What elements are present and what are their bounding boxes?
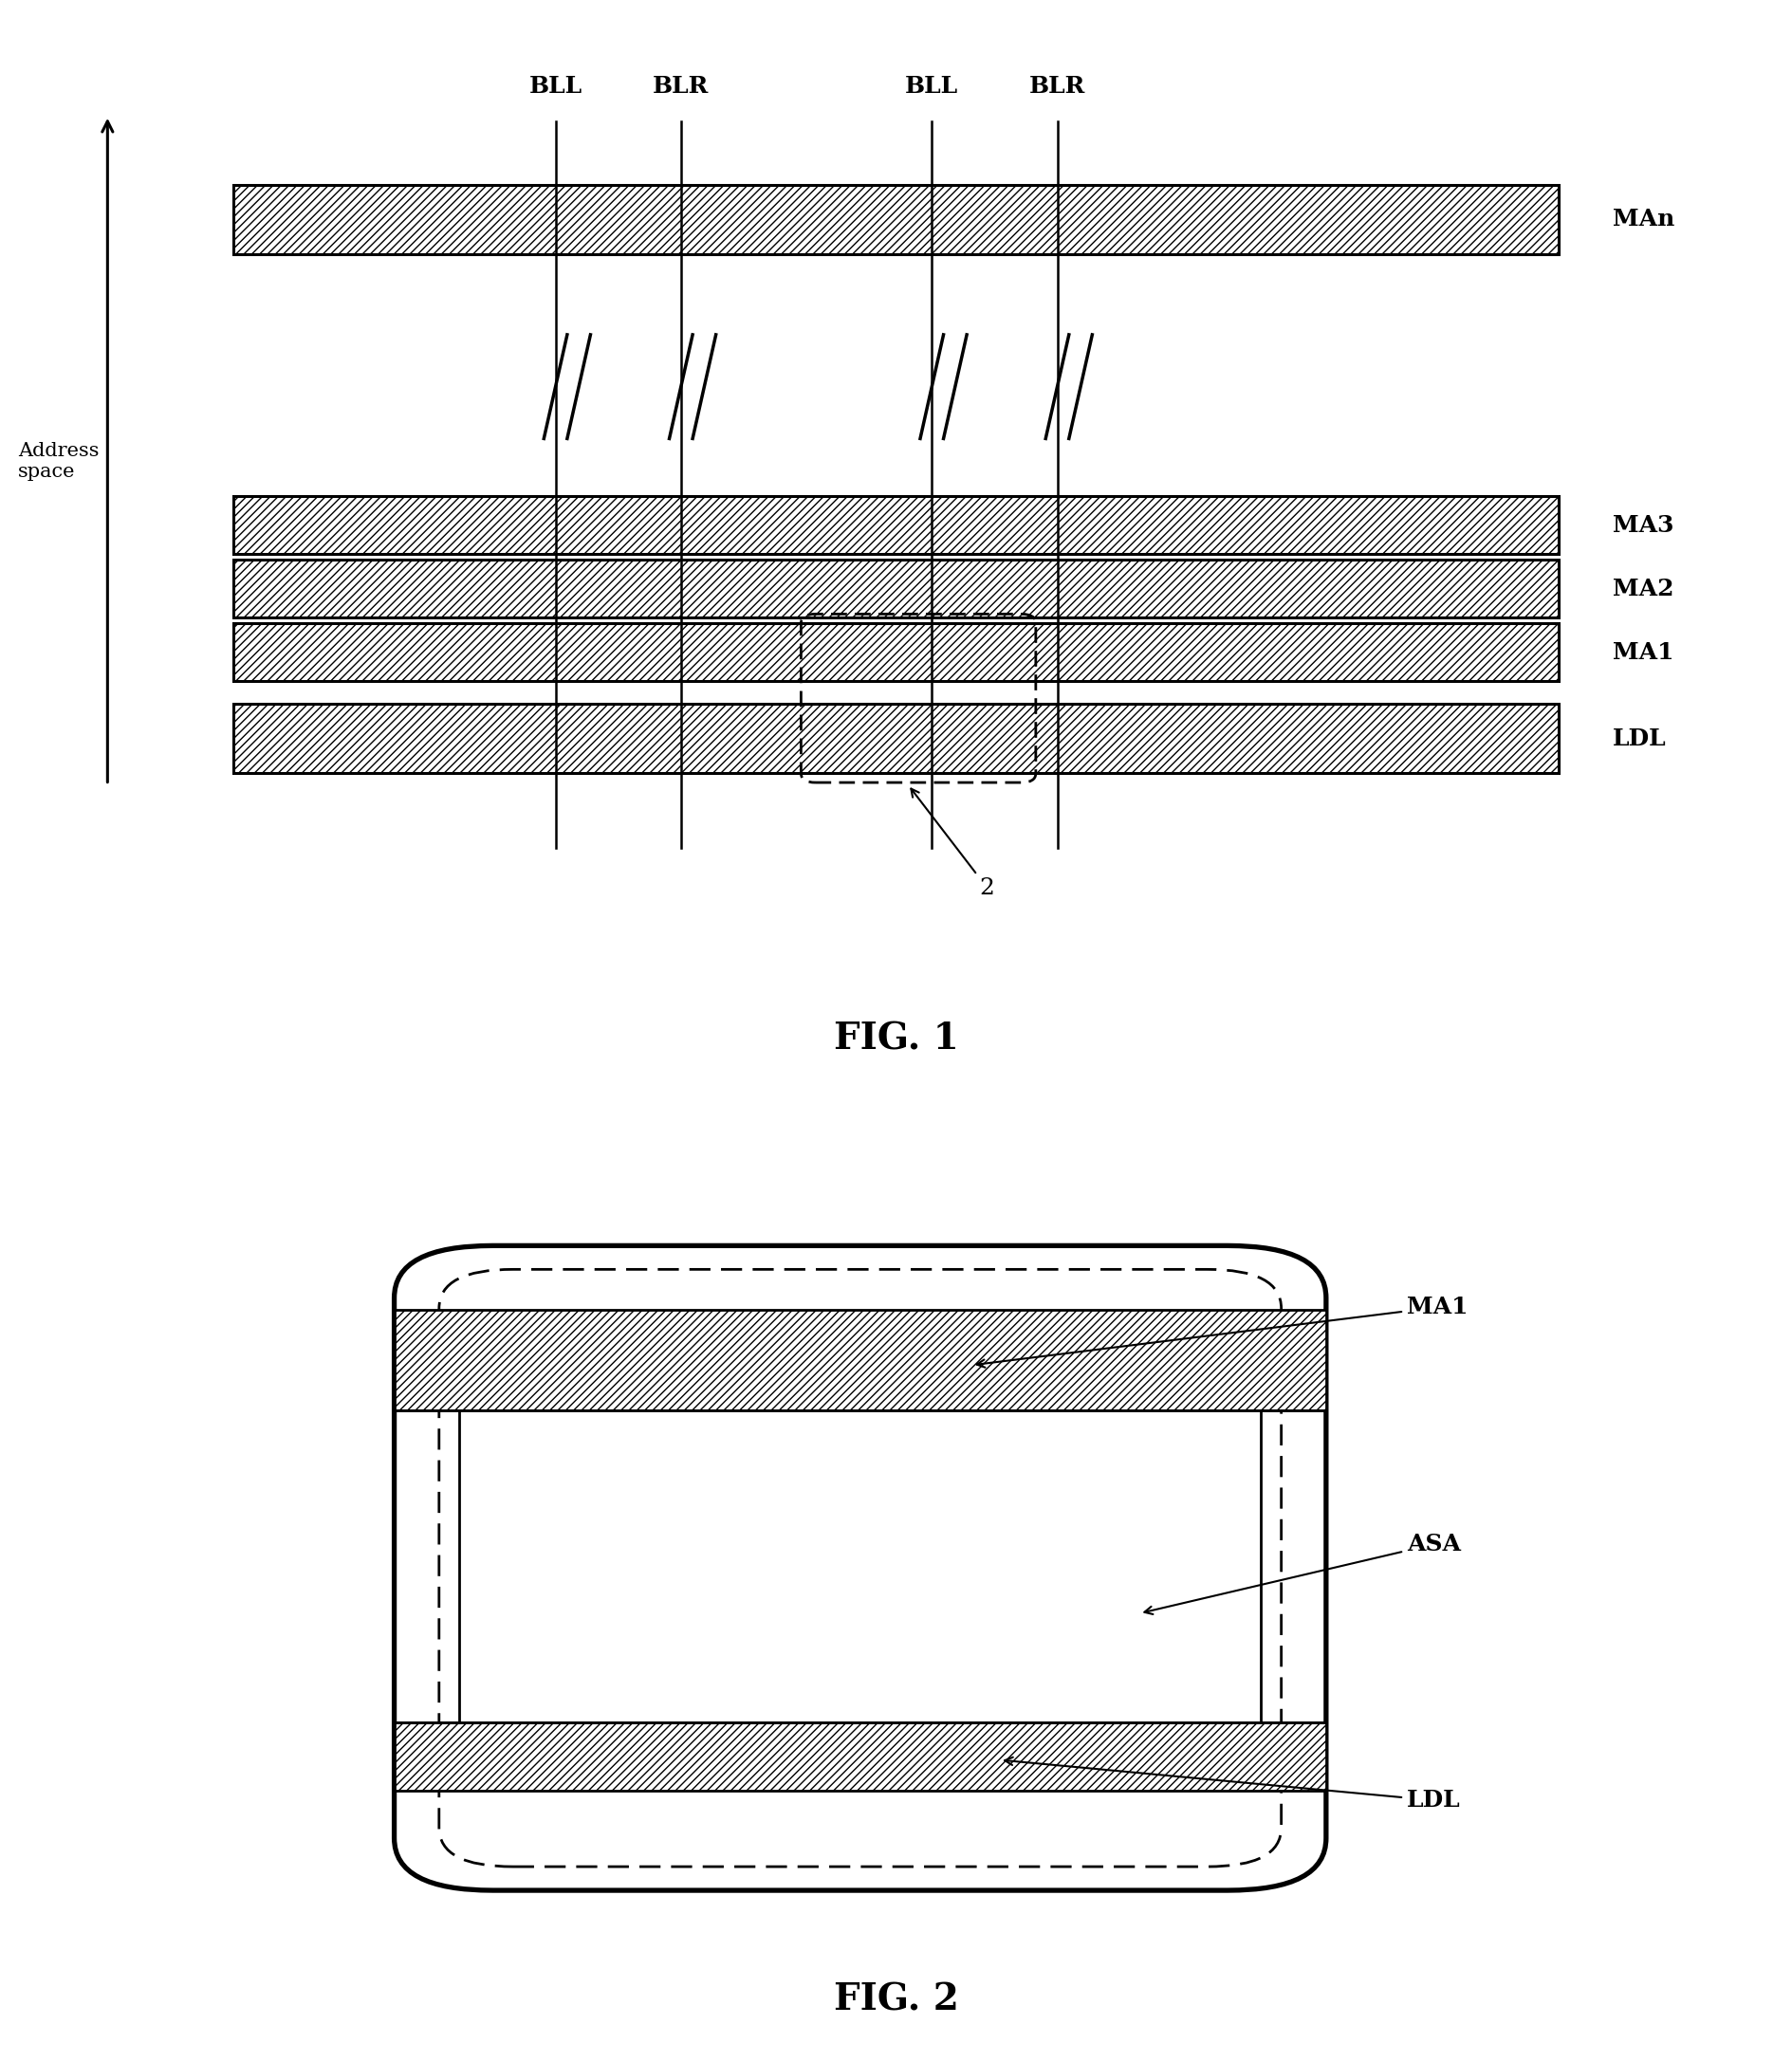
Bar: [233, 497, 1559, 554]
Text: BLR: BLR: [652, 76, 710, 99]
Text: BLL: BLL: [905, 76, 959, 99]
Text: MAn: MAn: [1613, 208, 1676, 231]
Text: 2: 2: [910, 789, 995, 899]
Text: BLR: BLR: [1029, 76, 1086, 99]
Bar: [233, 705, 1559, 773]
Text: MA2: MA2: [1613, 577, 1674, 600]
Bar: [233, 561, 1559, 618]
Text: FIG. 1: FIG. 1: [833, 1020, 959, 1057]
Bar: [233, 622, 1559, 680]
Bar: [394, 1311, 1326, 1410]
Text: LDL: LDL: [1613, 728, 1667, 750]
Text: MA1: MA1: [1613, 641, 1674, 664]
Text: ASA: ASA: [1145, 1533, 1460, 1614]
Bar: [394, 1723, 1326, 1791]
Text: FIG. 2: FIG. 2: [833, 1981, 959, 2018]
FancyBboxPatch shape: [394, 1245, 1326, 1890]
Text: Address
space: Address space: [18, 443, 99, 480]
Text: MA1: MA1: [977, 1296, 1468, 1366]
Text: LDL: LDL: [1005, 1758, 1460, 1812]
Text: BLL: BLL: [529, 76, 582, 99]
Bar: [233, 185, 1559, 254]
Text: MA3: MA3: [1613, 513, 1674, 536]
